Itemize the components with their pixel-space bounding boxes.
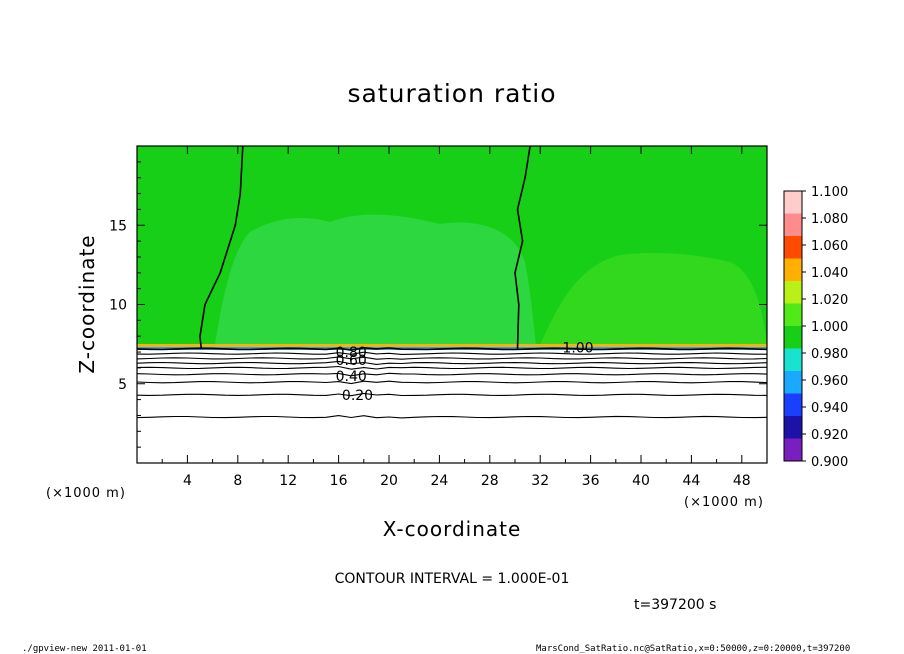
y-tick-label: 5	[118, 377, 127, 393]
colorbar-swatch	[784, 348, 802, 371]
contour-line	[137, 380, 767, 385]
colorbar-label: 0.940	[811, 401, 848, 416]
x-tick-label: 32	[531, 473, 549, 489]
colorbar-label: 0.920	[811, 428, 848, 443]
contour-line-1-00	[514, 146, 531, 349]
y-tick-label: 10	[109, 298, 127, 314]
contour-line	[137, 365, 767, 370]
x-axis: 4 8 12 16 20 24 28 32 36 40 44 48	[161, 146, 751, 489]
contour-line	[137, 356, 767, 360]
contour-labels: 1.00 0.800.600.40 0.20	[336, 340, 594, 404]
x-unit-label-left: (×1000 m)	[46, 486, 126, 501]
contour-line-1-00	[199, 146, 244, 349]
colorbar-swatch	[784, 281, 802, 304]
x-tick-label: 24	[430, 473, 448, 489]
colorbar-label: 1.060	[811, 239, 848, 254]
contour-line	[137, 372, 767, 377]
contour-label: 1.00	[562, 340, 593, 356]
colorbar-swatch	[784, 371, 802, 394]
x-tick-label: 12	[279, 473, 297, 489]
contour-line	[137, 360, 767, 365]
x-tick-label: 44	[682, 473, 700, 489]
colorbar-label: 0.980	[811, 347, 848, 362]
footer-left: ./gpview-new 2011-01-01	[22, 644, 147, 654]
colorbar-swatch	[784, 236, 802, 259]
contour-label: 0.40	[336, 369, 367, 385]
colorbar-label: 1.100	[811, 185, 848, 200]
colorbar-swatch	[784, 191, 802, 214]
x-tick-label: 4	[183, 473, 192, 489]
colorbar-label: 0.900	[811, 455, 848, 470]
contour-line	[137, 346, 767, 351]
contour-line	[137, 351, 767, 355]
contour-lines	[137, 146, 767, 419]
x-tick-label: 48	[733, 473, 751, 489]
time-stamp: t=397200 s	[634, 597, 716, 613]
slight-supersaturation-band	[540, 252, 767, 345]
colorbar-swatch	[784, 326, 802, 349]
colorbar-swatch	[784, 416, 802, 439]
cloud-base-band	[137, 344, 767, 348]
colorbar: 0.900 0.920 0.940 0.960 0.980 1.000 1.020 1.040…	[783, 185, 848, 470]
colorbar-swatch	[784, 258, 802, 281]
colorbar-label: 1.000	[811, 320, 848, 335]
y-axis: 5 10 15	[109, 161, 767, 448]
colorbar-swatch	[784, 213, 802, 236]
contour-interval-note: CONTOUR INTERVAL = 1.000E-01	[335, 571, 570, 587]
colorbar-swatch	[784, 393, 802, 416]
x-tick-label: 16	[330, 473, 348, 489]
x-tick-label: 36	[582, 473, 600, 489]
y-tick-label: 15	[109, 218, 127, 234]
colorbar-label: 1.020	[811, 293, 848, 308]
plot-area: 1.00 0.800.600.40 0.20	[137, 146, 767, 463]
x-tick-label: 40	[632, 473, 650, 489]
chart-title: saturation ratio	[347, 79, 556, 108]
x-tick-label: 20	[380, 473, 398, 489]
contour-label: 0.20	[342, 388, 373, 404]
x-tick-label: 8	[233, 473, 242, 489]
colorbar-label: 1.040	[811, 266, 848, 281]
colorbar-label: 1.080	[811, 212, 848, 227]
footer-right: MarsCond_SatRatio.nc@SatRatio,x=0:50000,…	[536, 644, 850, 654]
x-tick-label: 28	[481, 473, 499, 489]
colorbar-swatch	[784, 303, 802, 326]
contour-label: 0.80	[336, 345, 367, 361]
subsaturated-patch	[215, 214, 536, 345]
colorbar-label: 0.960	[811, 374, 848, 389]
x-unit-label-right: (×1000 m)	[684, 495, 764, 510]
colorbar-swatch	[784, 438, 802, 461]
contour-label: 0.60	[336, 353, 367, 369]
contour-line	[137, 392, 767, 397]
x-axis-label: X-coordinate	[383, 517, 522, 541]
contour-line	[137, 415, 767, 419]
y-axis-label: Z-coordinate	[75, 234, 99, 373]
